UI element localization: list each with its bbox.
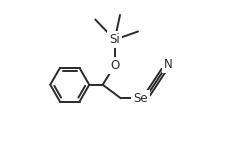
Text: O: O xyxy=(110,59,119,72)
Text: N: N xyxy=(164,58,172,71)
Text: Se: Se xyxy=(133,92,148,105)
Text: Si: Si xyxy=(109,33,120,46)
